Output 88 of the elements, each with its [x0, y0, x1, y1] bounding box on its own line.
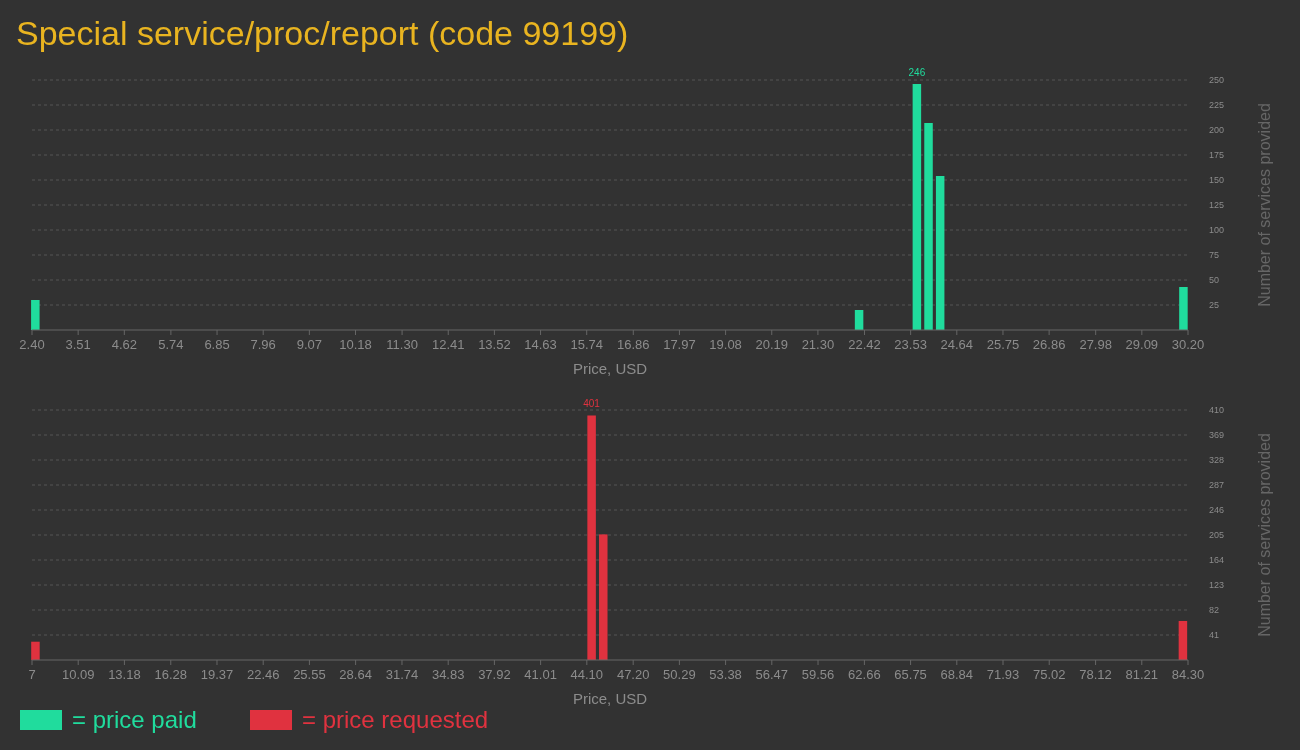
x-tick-label: 11.30	[386, 337, 418, 352]
bar	[599, 534, 608, 660]
chart-title: Special service/proc/report (code 99199)	[16, 14, 629, 52]
x-tick-label: 84.30	[1171, 667, 1205, 682]
x-tick-label: 50.29	[663, 667, 696, 682]
bar	[31, 300, 40, 330]
data-label: 246	[908, 67, 926, 78]
x-tick-label: 16.28	[154, 667, 188, 682]
y-tick-label: 41	[1209, 630, 1220, 640]
x-tick-label: 7	[28, 667, 36, 682]
y-tick-label: 50	[1209, 275, 1220, 285]
y-tick-label: 125	[1209, 200, 1225, 210]
x-tick-label: 6.85	[204, 337, 230, 352]
y-tick-label: 75	[1209, 250, 1220, 260]
data-label: 401	[583, 398, 601, 410]
x-tick-label: 17.97	[663, 337, 696, 352]
x-tick-label: 75.02	[1032, 667, 1066, 682]
x-axis-title: Price, USD	[572, 360, 648, 377]
y-tick-label: 164	[1209, 555, 1225, 565]
bar	[935, 176, 945, 330]
x-tick-label: 16.86	[617, 337, 650, 352]
x-tick-label: 9.07	[296, 337, 323, 352]
x-tick-label: 53.38	[709, 667, 742, 682]
x-tick-label: 14.63	[524, 337, 557, 352]
y-tick-label: 200	[1209, 125, 1225, 135]
y-tick-label: 287	[1209, 480, 1225, 490]
y-tick-label: 150	[1209, 175, 1225, 185]
x-tick-label: 22.42	[848, 337, 881, 352]
x-tick-label: 15.74	[570, 337, 603, 352]
x-tick-label: 71.93	[986, 667, 1020, 682]
legend-label: = price requested	[302, 706, 489, 733]
x-tick-label: 62.66	[848, 667, 881, 682]
x-tick-label: 4.62	[111, 337, 137, 352]
x-tick-label: 34.83	[431, 667, 465, 682]
x-tick-label: 24.64	[940, 337, 974, 352]
x-tick-label: 78.12	[1079, 667, 1112, 682]
x-axis-title: Price, USD	[572, 690, 648, 707]
x-tick-label: 21.30	[801, 337, 835, 352]
x-tick-label: 37.92	[478, 667, 511, 682]
bar	[1179, 287, 1188, 330]
x-tick-label: 47.20	[616, 667, 650, 682]
y-tick-label: 369	[1209, 430, 1225, 440]
bar	[912, 84, 922, 330]
x-tick-label: 31.74	[385, 667, 419, 682]
x-tick-label: 20.19	[755, 337, 789, 352]
x-tick-label: 23.53	[894, 337, 927, 352]
x-tick-label: 13.52	[478, 337, 511, 352]
x-tick-label: 44.10	[570, 667, 604, 682]
y-tick-label: 246	[1209, 505, 1225, 515]
x-tick-label: 29.09	[1125, 337, 1159, 352]
x-tick-label: 2.40	[19, 337, 45, 352]
x-tick-label: 25.75	[986, 337, 1020, 352]
bar	[31, 641, 40, 660]
y-tick-label: 123	[1209, 580, 1225, 590]
x-tick-label: 65.75	[894, 667, 927, 682]
x-tick-label: 68.84	[940, 667, 974, 682]
x-tick-label: 27.98	[1079, 337, 1112, 352]
x-tick-label: 3.51	[65, 337, 91, 352]
legend-label: = price paid	[72, 706, 197, 733]
x-tick-label: 41.01	[524, 667, 557, 682]
x-tick-label: 5.74	[158, 337, 184, 352]
x-tick-label: 19.08	[709, 337, 742, 352]
x-tick-label: 59.56	[801, 667, 835, 682]
x-tick-label: 7.96	[250, 337, 276, 352]
x-tick-label: 56.47	[755, 667, 789, 682]
y-tick-label: 82	[1209, 605, 1220, 615]
bar	[587, 415, 596, 660]
x-tick-label: 28.64	[339, 667, 372, 682]
y-tick-label: 225	[1209, 100, 1225, 110]
x-tick-label: 81.21	[1125, 667, 1159, 682]
bar	[924, 123, 933, 330]
y-tick-label: 205	[1209, 530, 1225, 540]
bar	[1178, 620, 1188, 660]
y-tick-label: 175	[1209, 150, 1225, 160]
y-tick-label: 25	[1209, 300, 1220, 310]
x-tick-label: 13.18	[108, 667, 141, 682]
x-tick-label: 22.46	[246, 667, 280, 682]
y-tick-label: 100	[1209, 225, 1225, 235]
x-tick-label: 25.55	[293, 667, 326, 682]
x-tick-label: 12.41	[431, 337, 465, 352]
y-tick-label: 328	[1209, 455, 1225, 465]
x-tick-label: 30.20	[1171, 337, 1205, 352]
y-tick-label: 250	[1209, 75, 1225, 85]
y-tick-label: 410	[1209, 405, 1225, 415]
x-tick-label: 19.37	[200, 667, 234, 682]
x-tick-label: 10.18	[339, 337, 372, 352]
x-tick-label: 10.09	[61, 667, 95, 682]
x-tick-label: 26.86	[1032, 337, 1066, 352]
